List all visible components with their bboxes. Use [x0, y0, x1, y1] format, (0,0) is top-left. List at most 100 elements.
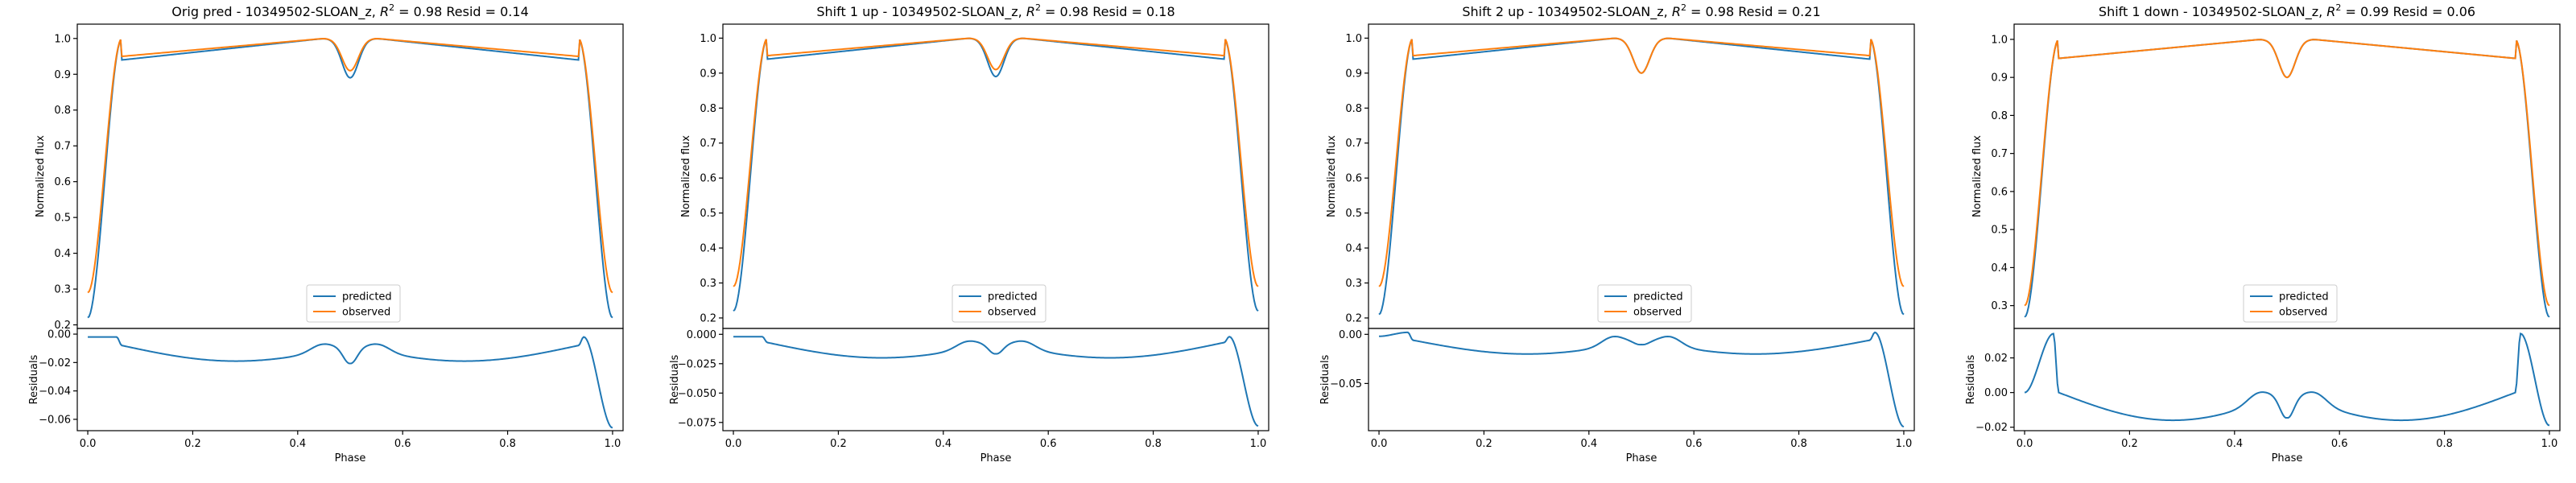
main-ylabel: Normalized flux — [1326, 135, 1338, 217]
legend: predicted observed — [2243, 284, 2338, 323]
xtick-label: 0.8 — [499, 438, 516, 450]
xtick-label: 0.2 — [830, 438, 847, 450]
main-ylabel: Normalized flux — [1971, 135, 1984, 217]
residual-ylabel: Residuals — [1319, 354, 1331, 404]
title-r-symbol: R — [2326, 4, 2335, 19]
residual-ytick-label: 0.000 — [687, 329, 716, 341]
main-ytick-label: 1.0 — [1345, 33, 1362, 45]
xtick-label: 1.0 — [1896, 438, 1913, 450]
main-ytick-label: 0.2 — [700, 312, 716, 324]
xtick-label: 0.8 — [1790, 438, 1807, 450]
series-predicted-line — [1378, 37, 1905, 316]
main-ytick-label: 0.2 — [54, 320, 71, 332]
xtick-label: 1.0 — [1250, 438, 1267, 450]
legend-label-predicted: predicted — [2279, 291, 2329, 303]
main-ytick-label: 0.5 — [54, 213, 71, 225]
xtick-label: 0.4 — [289, 438, 306, 450]
main-ytick-label: 0.3 — [1991, 300, 2008, 312]
residual-ytick-label: −0.075 — [678, 417, 716, 429]
legend-label-predicted: predicted — [342, 291, 392, 303]
subplot-1: Shift 1 up - 10349502-SLOAN_z, R2 = 0.98… — [669, 2, 1269, 464]
title-prefix: Orig pred - 10349502-SLOAN_z, — [171, 4, 380, 20]
xtick-label: 0.6 — [1040, 438, 1057, 450]
xtick-label: 0.6 — [2331, 438, 2348, 450]
xtick-label: 0.0 — [1371, 438, 1388, 450]
series-predicted-line — [733, 37, 1259, 312]
main-ytick-label: 0.3 — [700, 278, 716, 290]
xlabel: Phase — [335, 452, 366, 464]
residual-axes-frame — [722, 328, 1269, 431]
title-stats: = 0.99 Resid = 0.06 — [2341, 4, 2475, 19]
title-r-symbol: R — [380, 4, 389, 19]
series-observed-line — [733, 37, 1259, 287]
main-ytick-label: 0.7 — [1345, 138, 1362, 150]
residual-axes-frame — [1368, 328, 1915, 431]
subplot-0: Orig pred - 10349502-SLOAN_z, R2 = 0.98 … — [28, 2, 624, 464]
residual-ylabel: Residuals — [28, 354, 40, 404]
main-ytick-label: 0.8 — [54, 105, 71, 117]
xtick-label: 0.8 — [1145, 438, 1162, 450]
main-ytick-label: 0.9 — [1991, 72, 2008, 85]
main-axes-frame — [2013, 23, 2561, 329]
residual-ylabel: Residuals — [669, 354, 681, 404]
main-ytick-label: 0.3 — [54, 284, 71, 296]
xtick-label: 0.0 — [80, 438, 97, 450]
series-residual-line — [2024, 332, 2550, 427]
xtick-label: 0.4 — [1580, 438, 1597, 450]
main-ytick-label: 0.9 — [1345, 68, 1362, 80]
series-predicted-line — [2024, 39, 2550, 318]
subplot-2: Shift 2 up - 10349502-SLOAN_z, R2 = 0.98… — [1319, 2, 1915, 464]
residual-ytick-label: −0.02 — [39, 357, 71, 369]
main-ytick-label: 0.4 — [700, 243, 716, 255]
legend-label-predicted: predicted — [1633, 291, 1683, 303]
residual-axes-frame — [76, 328, 624, 431]
series-residual-line — [1379, 331, 1905, 428]
legend-label-observed: observed — [988, 307, 1036, 319]
xlabel: Phase — [2272, 452, 2303, 464]
main-ytick-label: 0.2 — [1345, 312, 1362, 324]
main-ylabel: Normalized flux — [680, 135, 692, 217]
residual-ytick-label: 0.00 — [1984, 387, 2008, 399]
main-ytick-label: 0.9 — [700, 68, 716, 80]
residual-ytick-label: −0.06 — [39, 414, 71, 426]
legend-label-observed: observed — [2279, 307, 2327, 319]
xtick-label: 0.0 — [2017, 438, 2033, 450]
series-observed-line — [2024, 39, 2550, 307]
xtick-label: 0.6 — [394, 438, 411, 450]
legend-frame — [1597, 284, 1692, 323]
series-residual-line — [88, 336, 613, 429]
xlabel: Phase — [1626, 452, 1657, 464]
residual-ytick-label: 0.00 — [1339, 329, 1362, 341]
xtick-label: 0.2 — [1476, 438, 1492, 450]
title-r-exponent: 2 — [1035, 2, 1041, 13]
residual-axes-frame — [2013, 328, 2561, 431]
subplot-3: Shift 1 down - 10349502-SLOAN_z, R2 = 0.… — [1965, 2, 2561, 464]
legend: predicted observed — [952, 284, 1046, 323]
title-prefix: Shift 1 down - 10349502-SLOAN_z, — [2099, 4, 2326, 20]
residual-ytick-label: −0.025 — [678, 358, 716, 370]
xtick-label: 0.4 — [935, 438, 952, 450]
legend: predicted observed — [1597, 284, 1692, 323]
main-ytick-label: 0.8 — [1345, 103, 1362, 115]
xtick-label: 0.8 — [2436, 438, 2453, 450]
title-r-symbol: R — [1672, 4, 1681, 19]
main-ytick-label: 0.4 — [1991, 262, 2008, 275]
title-prefix: Shift 2 up - 10349502-SLOAN_z, — [1462, 4, 1671, 20]
main-axes-frame — [1368, 23, 1915, 329]
series-predicted-line — [87, 38, 613, 319]
title-r-symbol: R — [1026, 4, 1035, 19]
main-ytick-label: 0.6 — [700, 173, 716, 185]
main-ytick-label: 0.5 — [1345, 208, 1362, 220]
main-ytick-label: 1.0 — [1991, 34, 2008, 46]
main-ytick-label: 0.5 — [700, 208, 716, 220]
main-ytick-label: 0.7 — [1991, 148, 2008, 160]
main-ytick-label: 0.3 — [1345, 278, 1362, 290]
legend: predicted observed — [306, 284, 401, 323]
main-ytick-label: 0.4 — [1345, 243, 1362, 255]
legend-label-observed: observed — [342, 307, 390, 319]
residual-ytick-label: 0.00 — [47, 329, 71, 341]
main-ytick-label: 0.6 — [1345, 173, 1362, 185]
main-ytick-label: 0.7 — [700, 138, 716, 150]
main-ytick-label: 0.6 — [1991, 186, 2008, 198]
